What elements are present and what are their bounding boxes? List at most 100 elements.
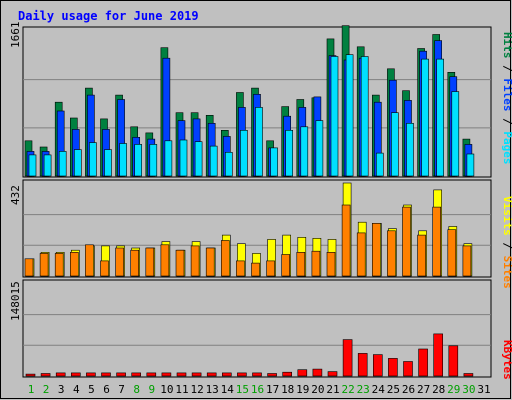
bar-visits-day-19 [296,252,306,277]
ylabel-visits-sites: Visits / Sites [501,196,512,289]
day-label-3: 3 [58,383,65,396]
day-label-1: 1 [28,383,35,396]
bar-kbytes-day-21 [327,371,338,377]
bar-pages-day-4 [74,149,82,177]
ylabel-kbytes-text: KBytes [501,340,512,380]
bar-visits-day-16 [251,262,260,277]
bar-visits-day-17 [266,260,275,277]
panel-hits-files-pages: 1661 Hits / Files / Pages [9,22,512,178]
bar-kbytes-day-5 [86,372,96,377]
day-label-4: 4 [73,383,80,396]
bar-kbytes-day-26 [403,361,413,377]
bar-visits-day-2 [39,253,49,277]
day-label-19: 19 [296,383,309,396]
bar-visits-day-1 [24,258,34,277]
ymax-label-hits: 1661 [9,22,22,49]
day-label-28: 28 [432,383,445,396]
day-label-9: 9 [148,383,155,396]
day-label-6: 6 [103,383,110,396]
ylabel-sep-1: / [501,59,512,79]
day-label-15: 15 [236,383,249,396]
panel-kbytes-bg [22,279,492,378]
bar-kbytes-day-12 [191,372,202,377]
bar-visits-day-13 [205,247,215,277]
bar-pages-day-1 [28,154,37,177]
bar-kbytes-day-9 [146,372,157,377]
bar-visits-day-20 [311,250,321,277]
bar-pages-day-15 [240,130,248,177]
bar-kbytes-day-14 [222,372,232,377]
day-label-12: 12 [190,383,203,396]
bar-kbytes-day-1 [25,373,36,377]
bar-kbytes-day-2 [40,373,51,377]
day-label-23: 23 [357,383,370,396]
ylabel-sep-2: / [501,112,512,132]
bar-kbytes-day-19 [297,369,308,377]
bar-visits-day-6 [100,260,109,277]
day-label-21: 21 [326,383,339,396]
day-label-14: 14 [221,383,235,396]
panel-kbytes: 148015 KBytes [9,279,512,380]
ymax-label-visits: 432 [9,185,22,205]
day-label-31: 31 [477,383,490,396]
bar-pages-day-9 [149,144,158,177]
bar-pages-day-11 [179,139,188,177]
bar-visits-day-27 [417,234,426,277]
bar-visits-day-4 [70,252,79,277]
day-label-20: 20 [311,383,324,396]
day-label-25: 25 [387,383,400,396]
bar-pages-day-8 [134,144,142,177]
bar-pages-day-7 [119,143,127,177]
bar-kbytes-day-29 [448,345,459,377]
bar-pages-day-10 [164,140,173,177]
bar-kbytes-day-13 [206,372,217,377]
bar-pages-day-19 [300,126,309,177]
day-label-22: 22 [341,383,354,396]
bar-pages-day-12 [194,141,203,177]
bar-pages-day-27 [421,58,429,177]
bar-visits-day-11 [175,249,185,277]
bar-pages-day-5 [89,142,97,177]
bar-kbytes-day-24 [372,354,383,377]
day-label-5: 5 [88,383,95,396]
day-label-27: 27 [417,383,430,396]
bar-kbytes-day-25 [388,358,398,377]
svg-text:Visits / Sites: Visits / Sites [501,196,512,289]
bar-pages-day-23 [360,56,369,177]
bar-kbytes-day-20 [312,368,323,377]
bar-kbytes-day-11 [176,372,187,377]
bar-kbytes-day-8 [131,372,141,377]
bar-visits-day-24 [371,223,381,277]
bar-pages-day-18 [285,130,294,177]
bar-visits-day-25 [387,230,396,277]
bar-kbytes-day-10 [161,372,172,377]
ylabel-sites: Sites [501,256,512,289]
bar-pages-day-24 [375,152,384,177]
bar-pages-day-20 [315,120,324,177]
day-label-29: 29 [447,383,460,396]
bar-visits-day-3 [54,253,64,277]
day-label-8: 8 [133,383,140,396]
day-label-24: 24 [372,383,386,396]
bar-kbytes-day-6 [101,372,111,377]
bar-kbytes-day-17 [267,373,277,377]
bar-kbytes-day-4 [71,372,81,377]
bar-kbytes-day-28 [433,333,444,377]
day-label-2: 2 [43,383,50,396]
ylabel-kbytes: KBytes [501,340,512,380]
bar-pages-day-13 [209,145,218,177]
bar-pages-day-14 [225,152,233,177]
bar-visits-day-26 [402,206,411,277]
panel-visits-sites: 432 Visits / Sites [9,179,512,289]
day-label-26: 26 [402,383,415,396]
bar-visits-day-7 [115,247,124,277]
bar-visits-day-10 [160,244,170,277]
bar-visits-day-22 [341,204,351,277]
bar-visits-day-28 [432,206,442,277]
bar-visits-day-8 [130,249,139,277]
bar-pages-day-6 [104,149,112,177]
bar-pages-day-2 [43,154,52,177]
bar-pages-day-17 [270,147,278,177]
bar-pages-day-25 [391,112,399,177]
